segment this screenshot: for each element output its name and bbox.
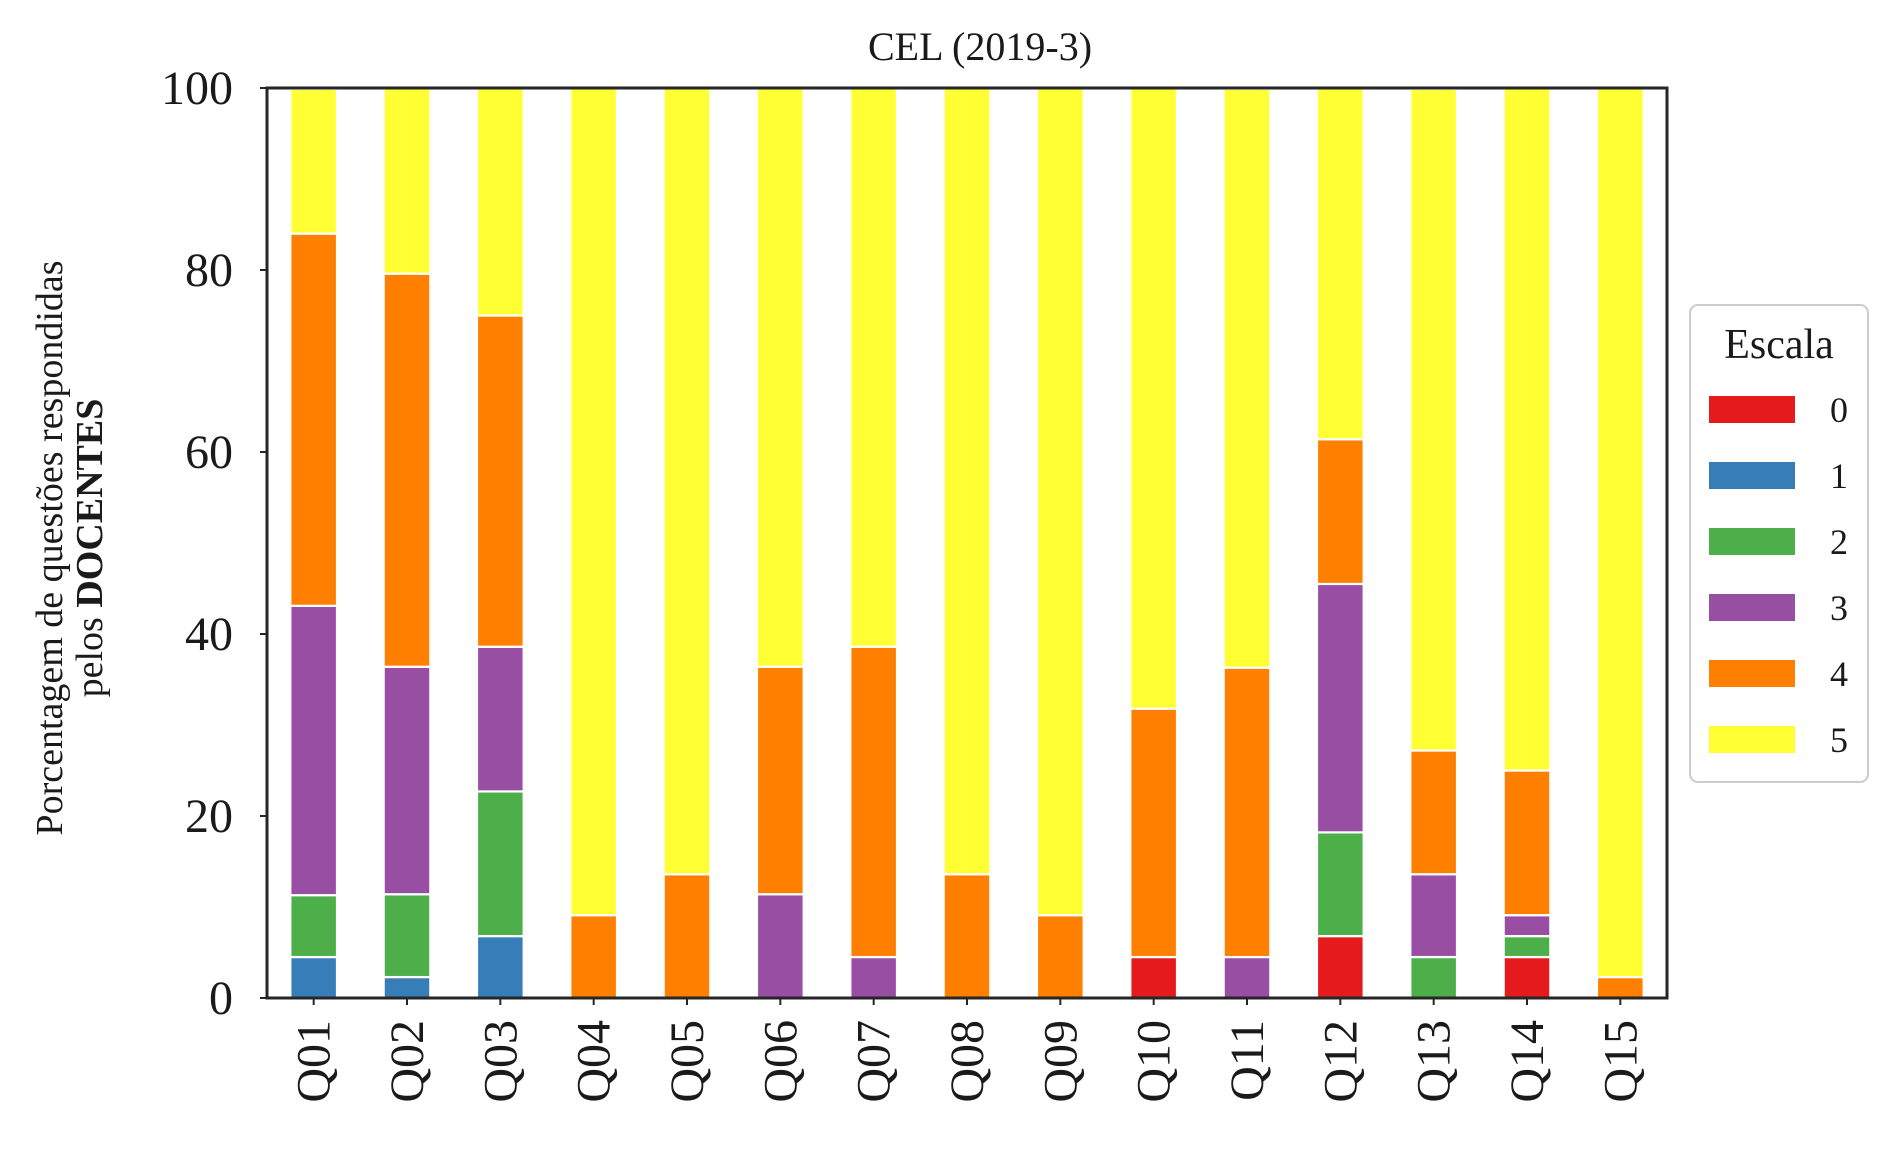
x-axis: Q01 Q02 Q03 Q04 Q05 Q06 Q07 Q08 Q09 Q10 Q11 Q12 Q13 Q… — [288, 998, 1647, 1103]
y-axis-label-line1: Porcentagem de questões respondidas — [29, 260, 71, 835]
bar-segment-q14-scale-0 — [1502, 955, 1552, 1000]
x-tick-label: Q03 — [474, 1020, 527, 1103]
x-tick-label: Q01 — [288, 1020, 341, 1103]
bar-segment-q10-scale-4 — [1129, 707, 1179, 959]
x-tick-label: Q09 — [1034, 1020, 1087, 1103]
x-tick-label: Q15 — [1594, 1020, 1647, 1103]
legend-label-3: 3 — [1830, 588, 1848, 628]
legend-swatch-1 — [1709, 462, 1795, 489]
bar-segment-q11-scale-3 — [1222, 955, 1272, 1000]
bar-segment-q10-scale-5 — [1129, 86, 1179, 710]
bar-segment-q06-scale-5 — [755, 86, 805, 668]
bar-segment-q13-scale-3 — [1409, 873, 1459, 959]
bar-segment-q03-scale-3 — [475, 645, 525, 793]
y-tick-label: 80 — [185, 244, 233, 297]
bar-segment-q03-scale-1 — [475, 935, 525, 1000]
bar-segment-q05-scale-5 — [662, 86, 712, 876]
x-tick-label: Q05 — [661, 1020, 714, 1103]
y-tick-label: 60 — [185, 426, 233, 479]
y-axis-label-bold: DOCENTES — [69, 399, 111, 608]
bar-segment-q13-scale-2 — [1409, 955, 1459, 1000]
bar-segment-q02-scale-5 — [382, 85, 432, 275]
y-axis-label-prefix: pelos — [69, 608, 111, 698]
legend-label-0: 0 — [1830, 390, 1848, 430]
x-tick-label: Q14 — [1501, 1020, 1554, 1103]
x-tick-label: Q04 — [568, 1020, 621, 1103]
bar-segment-q12-scale-2 — [1315, 831, 1365, 938]
legend-title: Escala — [1724, 322, 1834, 368]
bar-segment-q02-scale-3 — [382, 665, 432, 896]
bar-segment-q03-scale-2 — [475, 790, 525, 938]
bar-segment-q09-scale-5 — [1035, 86, 1085, 917]
bar-segment-q14-scale-3 — [1502, 914, 1552, 938]
bar-segment-q12-scale-5 — [1315, 86, 1365, 441]
bar-segment-q10-scale-0 — [1129, 955, 1179, 1000]
bar-segment-q07-scale-5 — [849, 86, 899, 648]
bar-segment-q12-scale-3 — [1315, 582, 1365, 834]
bar-segment-q13-scale-4 — [1409, 749, 1459, 876]
legend-swatch-4 — [1709, 660, 1795, 687]
bar-segment-q01-scale-1 — [289, 955, 339, 1000]
legend-label-5: 5 — [1830, 720, 1848, 760]
bar-segment-q04-scale-5 — [569, 86, 619, 917]
y-tick-label: 40 — [185, 608, 233, 661]
bar-segment-q12-scale-4 — [1315, 438, 1365, 586]
y-axis: 0 20 40 60 80 100 — [161, 62, 267, 1025]
legend-swatch-2 — [1709, 528, 1795, 555]
bar-segment-q02-scale-4 — [382, 272, 432, 668]
bar-segment-q05-scale-4 — [662, 873, 712, 1000]
bar-segment-q14-scale-5 — [1502, 86, 1552, 772]
bar-segment-q02-scale-2 — [382, 893, 432, 979]
bar-segment-q06-scale-3 — [755, 893, 805, 1000]
bar-segment-q09-scale-4 — [1035, 914, 1085, 1000]
y-axis-label-line2: pelos DOCENTES — [69, 399, 111, 698]
bar-segment-q04-scale-4 — [569, 914, 619, 1000]
x-tick-label: Q08 — [941, 1020, 994, 1103]
bar-segment-q11-scale-5 — [1222, 87, 1272, 669]
bar-segment-q14-scale-2 — [1502, 935, 1552, 959]
legend-swatch-3 — [1709, 594, 1795, 621]
bar-segment-q15-scale-5 — [1595, 86, 1645, 979]
bar-segment-q12-scale-0 — [1315, 935, 1365, 1000]
bar-segment-q11-scale-4 — [1222, 666, 1272, 959]
bar-segment-q07-scale-4 — [849, 645, 899, 959]
x-tick-label: Q13 — [1408, 1020, 1461, 1103]
bar-segment-q03-scale-4 — [475, 314, 525, 648]
legend-items: 0 1 2 3 4 5 — [1709, 390, 1848, 760]
bar-segment-q07-scale-3 — [849, 955, 899, 1000]
bar-segment-q01-scale-3 — [289, 604, 339, 897]
legend-label-4: 4 — [1830, 654, 1848, 694]
legend-swatch-0 — [1709, 396, 1795, 423]
bar-segment-q01-scale-4 — [289, 232, 339, 607]
bar-segment-q08-scale-4 — [942, 873, 992, 1000]
bar-segment-q01-scale-2 — [289, 894, 339, 959]
bar-segment-q06-scale-4 — [755, 665, 805, 896]
x-tick-label: Q07 — [848, 1020, 901, 1103]
legend-swatch-5 — [1709, 726, 1795, 753]
bar-segment-q08-scale-5 — [942, 86, 992, 876]
bar-segment-q03-scale-5 — [475, 86, 525, 317]
legend: Escala 0 1 2 3 4 5 — [1689, 304, 1869, 783]
plot-area — [265, 85, 1669, 1000]
x-tick-label: Q11 — [1221, 1020, 1274, 1101]
legend-label-2: 2 — [1830, 522, 1848, 562]
bar-segment-q01-scale-5 — [289, 87, 339, 235]
bar-segment-q13-scale-5 — [1409, 87, 1459, 752]
legend-label-1: 1 — [1830, 456, 1848, 496]
x-tick-label: Q02 — [381, 1020, 434, 1103]
y-tick-label: 0 — [209, 972, 233, 1025]
x-tick-label: Q10 — [1128, 1020, 1181, 1103]
y-tick-label: 100 — [161, 62, 233, 115]
x-tick-label: Q12 — [1314, 1020, 1367, 1103]
x-tick-label: Q06 — [754, 1020, 807, 1103]
bar-segment-q14-scale-4 — [1502, 769, 1552, 917]
y-axis-label: Porcentagem de questões respondidas pelo… — [29, 260, 111, 835]
bar-segment-q02-scale-1 — [382, 975, 432, 1000]
chart-title: CEL (2019-3) — [868, 24, 1092, 69]
bar-segment-q15-scale-4 — [1595, 975, 1645, 1000]
y-tick-label: 20 — [185, 790, 233, 843]
